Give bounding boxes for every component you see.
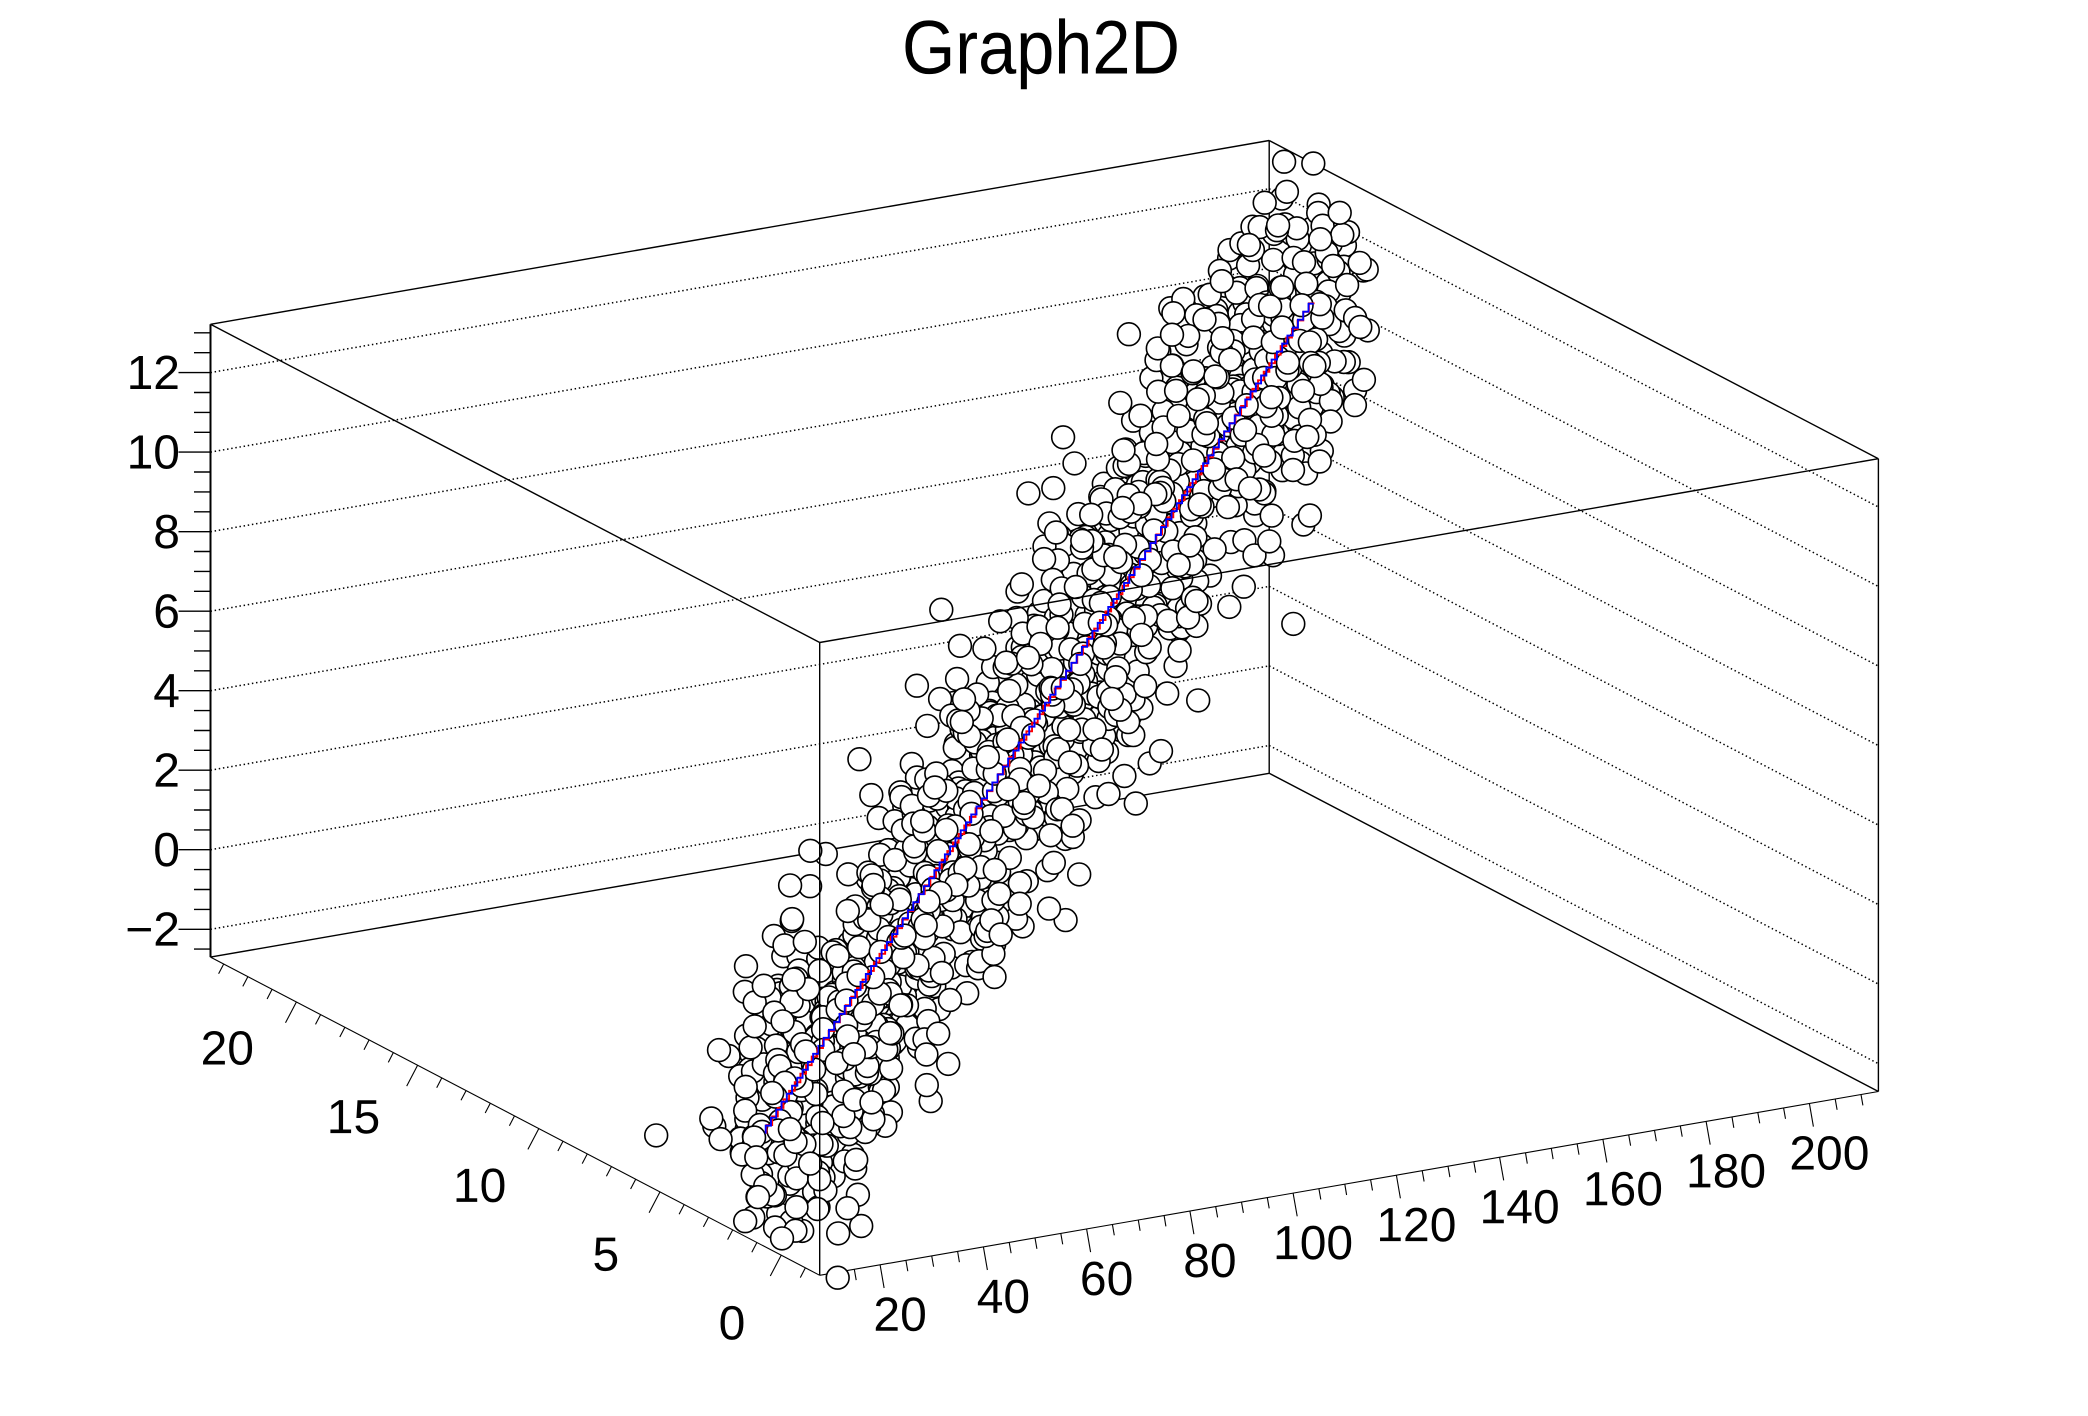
svg-text:10: 10	[127, 426, 180, 479]
svg-text:Graph2D: Graph2D	[902, 5, 1180, 90]
svg-text:180: 180	[1686, 1145, 1766, 1198]
svg-text:200: 200	[1789, 1127, 1869, 1180]
svg-text:160: 160	[1583, 1163, 1663, 1216]
svg-text:5: 5	[592, 1229, 619, 1282]
svg-text:100: 100	[1273, 1217, 1353, 1270]
svg-text:0: 0	[719, 1297, 746, 1350]
svg-text:8: 8	[153, 506, 180, 559]
svg-text:2: 2	[153, 745, 180, 798]
svg-text:0: 0	[153, 824, 180, 877]
svg-text:10: 10	[453, 1160, 506, 1213]
svg-text:80: 80	[1183, 1235, 1236, 1288]
svg-text:60: 60	[1080, 1253, 1133, 1306]
svg-text:140: 140	[1480, 1181, 1560, 1234]
svg-text:15: 15	[327, 1091, 380, 1144]
svg-text:6: 6	[153, 586, 180, 639]
svg-text:20: 20	[873, 1289, 926, 1342]
svg-text:40: 40	[977, 1271, 1030, 1324]
svg-text:−2: −2	[125, 904, 180, 957]
svg-text:4: 4	[153, 665, 180, 718]
svg-text:12: 12	[127, 347, 180, 400]
svg-text:120: 120	[1376, 1199, 1456, 1252]
svg-text:20: 20	[201, 1022, 254, 1075]
